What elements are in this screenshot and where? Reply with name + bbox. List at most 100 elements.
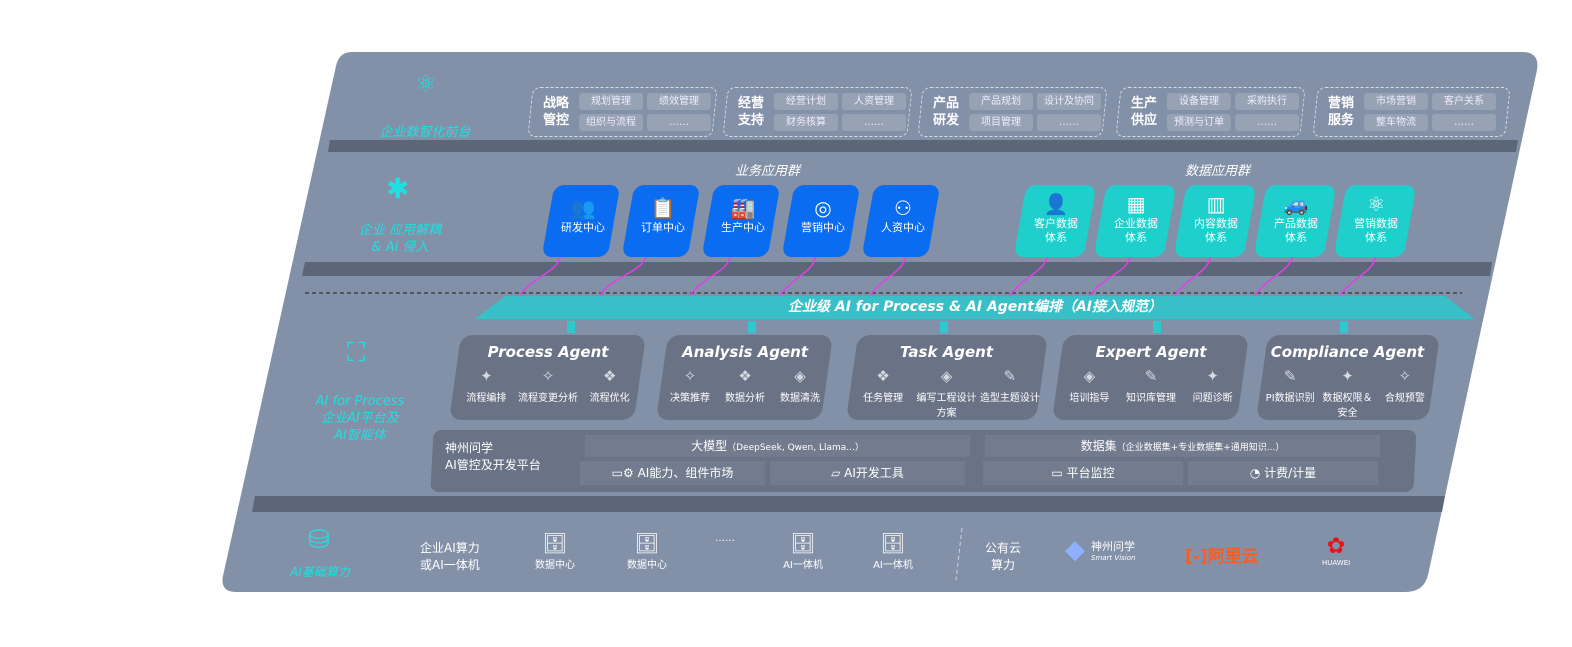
- feature-icon: ✎: [1283, 367, 1297, 385]
- data-app-tile[interactable]: ⚛ 营销数据 体系: [1333, 185, 1417, 257]
- agent-card[interactable]: Expert Agent ◈ 培训指导 ✎ 知识库管理 ✦ 问题诊断: [1052, 335, 1249, 420]
- platform-title: 神州问学 AI管控及开发平台: [445, 441, 541, 472]
- feature-icon: ✎: [1144, 367, 1158, 385]
- provider-huawei-logo: ✿ HUAWEI: [1322, 534, 1351, 568]
- function-chip[interactable]: 人资管理: [842, 93, 906, 110]
- server-item: 🗄 数据中心: [530, 530, 580, 571]
- function-group: 营销 服务 市场营销 客户关系 整车物流……: [1312, 87, 1511, 137]
- business-app-tile[interactable]: 🏭 生产中心: [701, 185, 781, 257]
- function-chip[interactable]: 采购执行: [1235, 93, 1299, 110]
- tile-label: 订单中心: [640, 221, 685, 234]
- business-app-tile[interactable]: 👥 研发中心: [541, 185, 621, 257]
- monitor-icon: ▭: [1051, 466, 1067, 480]
- business-apps-title: 业务应用群: [735, 164, 801, 179]
- function-chip[interactable]: 绩效管理: [647, 93, 711, 110]
- function-group: 经营 支持 经营计划 人资管理 财务核算……: [722, 87, 913, 137]
- function-chip[interactable]: 组织与流程: [579, 114, 643, 131]
- provider-smart-vision-logo: ◆ 神州问学 Smart Vision: [1065, 535, 1136, 565]
- feature-icon: ✧: [1398, 367, 1412, 385]
- public-cloud-label: 公有云 算力: [985, 541, 1022, 572]
- monitor-cell[interactable]: ▭ 平台监控: [983, 461, 1183, 485]
- business-app-tile[interactable]: ⚇ 人资中心: [861, 185, 941, 257]
- agent-card[interactable]: Task Agent ❖ 任务管理 ◈ 编写工程设计方案 ✎ 造型主题设计: [846, 335, 1048, 420]
- more-servers: ……: [715, 533, 735, 544]
- agent-feature[interactable]: ✦ 流程编排: [456, 367, 517, 404]
- agent-feature[interactable]: ✦ 数据权限＆安全: [1319, 367, 1376, 419]
- agent-feature[interactable]: ✧ 流程变更分析: [518, 367, 579, 404]
- feature-icon: ❖: [738, 367, 752, 385]
- server-item: 🗄 AI一体机: [868, 530, 918, 571]
- data-app-tile[interactable]: ▦ 企业数据 体系: [1093, 185, 1177, 257]
- function-group: 生产 供应 设备管理 采购执行 预测与订单……: [1115, 87, 1306, 137]
- function-chip[interactable]: 规划管理: [579, 93, 643, 110]
- server-icon: 🗄: [542, 531, 568, 555]
- function-chip[interactable]: 客户关系: [1432, 93, 1496, 110]
- private-compute-label: 企业AI算力 或AI一体机: [420, 541, 480, 572]
- function-chip[interactable]: 项目管理: [969, 114, 1033, 131]
- tile-label: 企业数据 体系: [1114, 217, 1159, 244]
- function-chip[interactable]: ……: [1235, 114, 1299, 131]
- agent-feature[interactable]: ❖ 任务管理: [852, 367, 915, 419]
- feature-icon: ◈: [940, 367, 953, 385]
- user-icon: 👤: [1043, 192, 1069, 216]
- function-chip[interactable]: 经营计划: [774, 93, 838, 110]
- function-chip[interactable]: ……: [1432, 114, 1496, 131]
- function-chip[interactable]: ……: [1037, 114, 1101, 131]
- ai-dev-tools-cell[interactable]: ▱ AI开发工具: [770, 461, 965, 485]
- tile-label: 营销中心: [800, 221, 845, 234]
- person-icon: ⚇: [893, 196, 912, 220]
- tile-label: 人资中心: [880, 221, 925, 234]
- function-chip[interactable]: ……: [842, 114, 906, 131]
- agent-feature[interactable]: ✧ 决策推荐: [663, 367, 717, 404]
- agent-feature[interactable]: ❖ 数据分析: [718, 367, 772, 404]
- function-chip[interactable]: 预测与订单: [1167, 114, 1231, 131]
- layer4-label: AI基础算力: [290, 565, 350, 579]
- group-title: 战略 管控: [543, 96, 570, 128]
- agent-feature[interactable]: ✎ 知识库管理: [1121, 367, 1182, 404]
- car-icon: 🚙: [1283, 192, 1309, 216]
- billing-cell[interactable]: ◔ 计费/计量: [1188, 461, 1378, 485]
- feature-icon: ✧: [683, 367, 697, 385]
- market-icon: ▭⚙: [611, 466, 638, 480]
- agent-card[interactable]: Compliance Agent ✎ PI数据识别 ✦ 数据权限＆安全 ✧ 合规预警: [1256, 335, 1440, 420]
- ai-market-cell[interactable]: ▭⚙ AI能力、组件市场: [580, 461, 765, 485]
- feature-icon: ✦: [480, 367, 493, 385]
- data-app-tile[interactable]: 👤 客户数据 体系: [1013, 185, 1097, 257]
- agent-name: Process Agent: [487, 343, 609, 361]
- agent-feature[interactable]: ◈ 编写工程设计方案: [916, 367, 977, 419]
- function-chip[interactable]: ……: [647, 114, 711, 131]
- feature-icon: ◈: [794, 367, 806, 385]
- feature-icon: ✦: [1206, 367, 1219, 385]
- function-chip[interactable]: 整车物流: [1364, 114, 1428, 131]
- server-item: 🗄 数据中心: [622, 530, 672, 571]
- clipboard-icon: 📋: [650, 196, 676, 220]
- business-app-tile[interactable]: 📋 订单中心: [621, 185, 701, 257]
- tile-label: 内容数据 体系: [1194, 217, 1239, 244]
- agent-card[interactable]: Process Agent ✦ 流程编排 ✧ 流程变更分析 ❖ 流程优化: [449, 335, 646, 420]
- agent-feature[interactable]: ✎ 造型主题设计: [979, 367, 1040, 404]
- function-chip[interactable]: 市场营销: [1364, 93, 1428, 110]
- function-chip[interactable]: 设计及协同: [1037, 93, 1101, 110]
- function-chip[interactable]: 设备管理: [1167, 93, 1231, 110]
- server-icon: 🗄: [790, 531, 816, 555]
- agent-feature[interactable]: ◈ 培训指导: [1059, 367, 1120, 404]
- business-app-tile[interactable]: ◎ 营销中心: [781, 185, 861, 257]
- agent-feature[interactable]: ❖ 流程优化: [579, 367, 640, 404]
- molecule-icon: ✱: [386, 172, 410, 205]
- function-group: 产品 研发 产品规划 设计及协同 项目管理……: [917, 87, 1108, 137]
- agent-name: Task Agent: [899, 343, 994, 361]
- agent-feature[interactable]: ✎ PI数据识别: [1262, 367, 1319, 419]
- function-chip[interactable]: 产品规划: [969, 93, 1033, 110]
- function-chip[interactable]: 财务核算: [774, 114, 838, 131]
- agent-feature[interactable]: ◈ 数据清洗: [773, 367, 827, 404]
- layer3-label: AI for Process 企业AI平台及 AI智能体: [315, 394, 405, 443]
- data-apps-title: 数据应用群: [1185, 164, 1251, 179]
- function-group: 战略 管控 规划管理 绩效管理 组织与流程……: [527, 87, 718, 137]
- server-icon: 🗄: [634, 531, 660, 555]
- agent-feature[interactable]: ✦ 问题诊断: [1182, 367, 1243, 404]
- data-app-tile[interactable]: 🚙 产品数据 体系: [1253, 185, 1337, 257]
- data-app-tile[interactable]: ▥ 内容数据 体系: [1173, 185, 1257, 257]
- model-cell: 大模型（DeepSeek, Qwen, Llama...）: [585, 435, 970, 457]
- agent-feature[interactable]: ✧ 合规预警: [1376, 367, 1433, 419]
- agent-card[interactable]: Analysis Agent ✧ 决策推荐 ❖ 数据分析 ◈ 数据清洗: [656, 335, 833, 420]
